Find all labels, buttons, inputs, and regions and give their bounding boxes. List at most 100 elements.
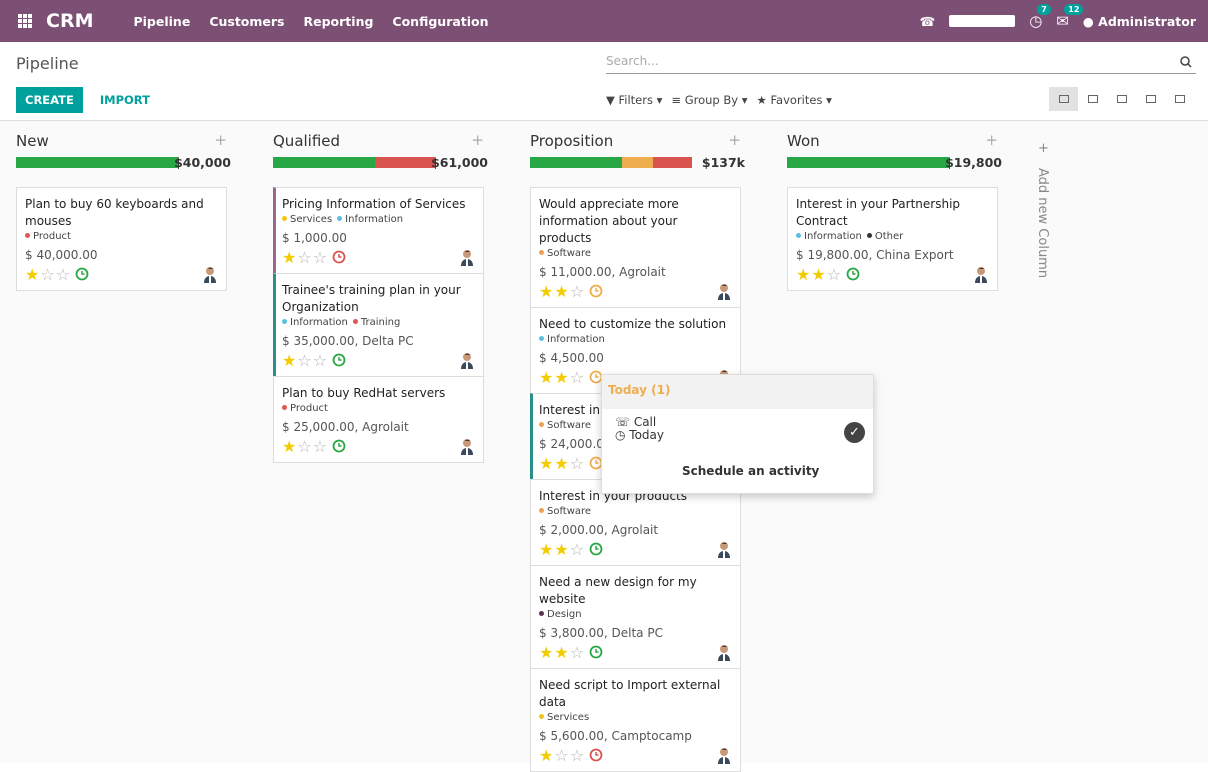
list-view[interactable] (1078, 87, 1107, 111)
progress-segment[interactable] (653, 157, 692, 168)
menu-item[interactable]: Reporting (303, 13, 374, 29)
priority-star[interactable]: ★ (811, 264, 826, 284)
priority-star[interactable]: ★ (539, 367, 554, 387)
kanban-view[interactable] (1049, 87, 1078, 111)
groupby-menu[interactable]: ≡ Group By ▾ (671, 93, 748, 107)
priority-star[interactable]: ★ (539, 281, 554, 301)
schedule-activity[interactable]: Schedule an activity (682, 464, 820, 478)
priority-star[interactable]: ☆ (569, 453, 585, 473)
activity-icon[interactable] (75, 267, 89, 281)
kanban-card[interactable]: Need script to Import external data Servi… (530, 668, 741, 772)
priority-star[interactable]: ☆ (826, 264, 842, 284)
activity-icon[interactable] (332, 439, 346, 453)
priority-star[interactable]: ★ (539, 642, 554, 662)
progress-segment[interactable] (375, 157, 435, 168)
progress-segment[interactable] (16, 157, 178, 168)
priority-star[interactable]: ☆ (55, 264, 71, 284)
label: Group By (684, 93, 739, 107)
priority-star[interactable]: ☆ (554, 745, 569, 765)
favorites-menu[interactable]: ★ Favorites ▾ (756, 93, 832, 107)
priority-star[interactable]: ☆ (569, 539, 585, 559)
menu-item[interactable]: Customers (209, 13, 285, 29)
search-box[interactable]: Search... (606, 54, 1196, 74)
priority-star[interactable]: ★ (539, 745, 554, 765)
activity-icon[interactable] (846, 267, 860, 281)
priority-star[interactable]: ★ (554, 642, 569, 662)
priority-star[interactable]: ★ (796, 264, 811, 284)
priority-star[interactable]: ☆ (569, 281, 585, 301)
priority-star[interactable]: ☆ (569, 642, 585, 662)
column-total: $61,000 (431, 155, 488, 170)
activity-icon[interactable] (589, 542, 603, 556)
user-menu[interactable]: ● Administrator (1082, 13, 1196, 29)
phone-icon[interactable]: ☎ (919, 13, 936, 29)
apps-icon[interactable] (18, 14, 32, 28)
priority-star[interactable]: ★ (282, 350, 297, 370)
kanban-card[interactable]: Interest in your Partnership Contract Inf… (787, 187, 998, 291)
menu-item[interactable]: Pipeline (133, 13, 191, 29)
card-footer: ★ ☆ ☆ (282, 436, 475, 456)
phone-input[interactable] (949, 15, 1016, 27)
kanban-card[interactable]: Need a new design for my website Design $ … (530, 565, 741, 669)
create-button[interactable]: CREATE (16, 87, 83, 113)
kanban-card[interactable]: Trainee's training plan in your Organiza… (273, 273, 484, 377)
priority-star[interactable]: ☆ (569, 367, 585, 387)
app-name[interactable]: CRM (46, 10, 94, 32)
priority-star[interactable]: ★ (539, 453, 554, 473)
activity-icon[interactable] (589, 284, 603, 298)
import-button[interactable]: IMPORT (99, 93, 150, 107)
activity-icon[interactable] (332, 250, 346, 264)
progress-segment[interactable] (622, 157, 654, 168)
buttons: CREATE IMPORT (16, 87, 159, 113)
progress-segment[interactable] (787, 157, 949, 168)
activity-icon[interactable] (589, 748, 603, 762)
priority-star[interactable]: ☆ (297, 247, 312, 267)
priority-star[interactable]: ☆ (312, 247, 328, 267)
search-options: ▼ Filters ▾ ≡ Group By ▾ ★ Favorites ▾ (606, 93, 832, 107)
add-card[interactable]: + (214, 131, 227, 149)
avatar (461, 439, 473, 455)
activity-icon[interactable] (589, 645, 603, 659)
filter-menu[interactable]: ▼ Filters ▾ (606, 93, 663, 107)
add-card[interactable]: + (471, 131, 484, 149)
priority-star[interactable]: ☆ (297, 436, 312, 456)
priority-star[interactable]: ★ (554, 367, 569, 387)
search-icon[interactable] (1180, 56, 1192, 68)
priority-star[interactable]: ☆ (40, 264, 55, 284)
activity-icon[interactable] (332, 353, 346, 367)
kanban-card[interactable]: Pricing Information of Services Services I… (273, 187, 484, 274)
menu-item[interactable]: Configuration (392, 13, 489, 29)
messages-icon[interactable]: ✉ 12 (1056, 4, 1084, 30)
priority-star[interactable]: ☆ (312, 350, 328, 370)
priority-star[interactable]: ☆ (297, 350, 312, 370)
progress-segment[interactable] (273, 157, 376, 168)
calendar-view[interactable] (1136, 87, 1165, 111)
priority-star[interactable]: ★ (282, 247, 297, 267)
activity-icon[interactable]: ◷ 7 (1029, 4, 1051, 30)
add-column[interactable]: + Add new Column (1035, 141, 1050, 279)
priority-star[interactable]: ★ (282, 436, 297, 456)
kanban-card[interactable]: Plan to buy 60 keyboards and mouses Produ… (16, 187, 227, 291)
priority-star[interactable]: ☆ (569, 745, 585, 765)
avatar (718, 542, 730, 558)
progress-segment[interactable] (530, 157, 623, 168)
card-list: Pricing Information of Services Services I… (273, 187, 484, 463)
priority-star[interactable]: ☆ (312, 436, 328, 456)
card-footer: ★ ★ ☆ (539, 642, 732, 662)
column-header: New + $40,000 (16, 121, 231, 170)
priority-star[interactable]: ★ (554, 281, 569, 301)
mark-done[interactable]: ✓ (844, 422, 865, 443)
graph-view[interactable] (1107, 87, 1136, 111)
priority-star[interactable]: ★ (539, 539, 554, 559)
priority-star[interactable]: ★ (25, 264, 40, 284)
breadcrumb: Pipeline (16, 54, 79, 73)
kanban-card[interactable]: Plan to buy RedHat servers Product $ 25,00… (273, 376, 484, 463)
avatar (204, 267, 216, 283)
add-card[interactable]: + (728, 131, 741, 149)
kanban-card[interactable]: Would appreciate more information about … (530, 187, 741, 308)
priority-star[interactable]: ★ (554, 453, 569, 473)
tag-dot (866, 233, 872, 238)
priority-star[interactable]: ★ (554, 539, 569, 559)
add-card[interactable]: + (985, 131, 998, 149)
pivot-view[interactable] (1165, 87, 1194, 111)
